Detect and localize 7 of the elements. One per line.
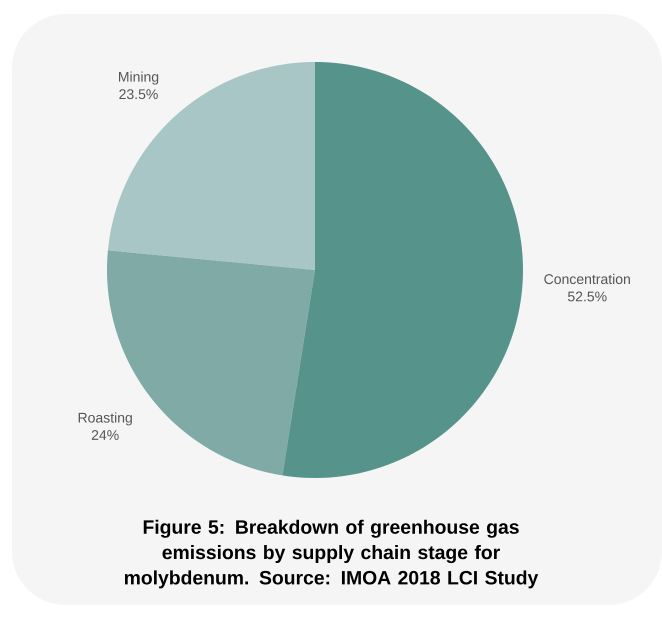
data-label: 24% [92,430,119,440]
data-label: 23.5% [119,89,158,100]
slice-label: Roasting [78,412,132,426]
data-label: 52.5% [568,292,607,302]
slice-label: Concentration [544,274,630,284]
slice-label: Mining [119,72,158,85]
text: Figure 5: Breakdown of greenhouse gas emissions by supply chain stage for molybdenum. Source: IMOA 2018 LCI Study [124,520,538,588]
